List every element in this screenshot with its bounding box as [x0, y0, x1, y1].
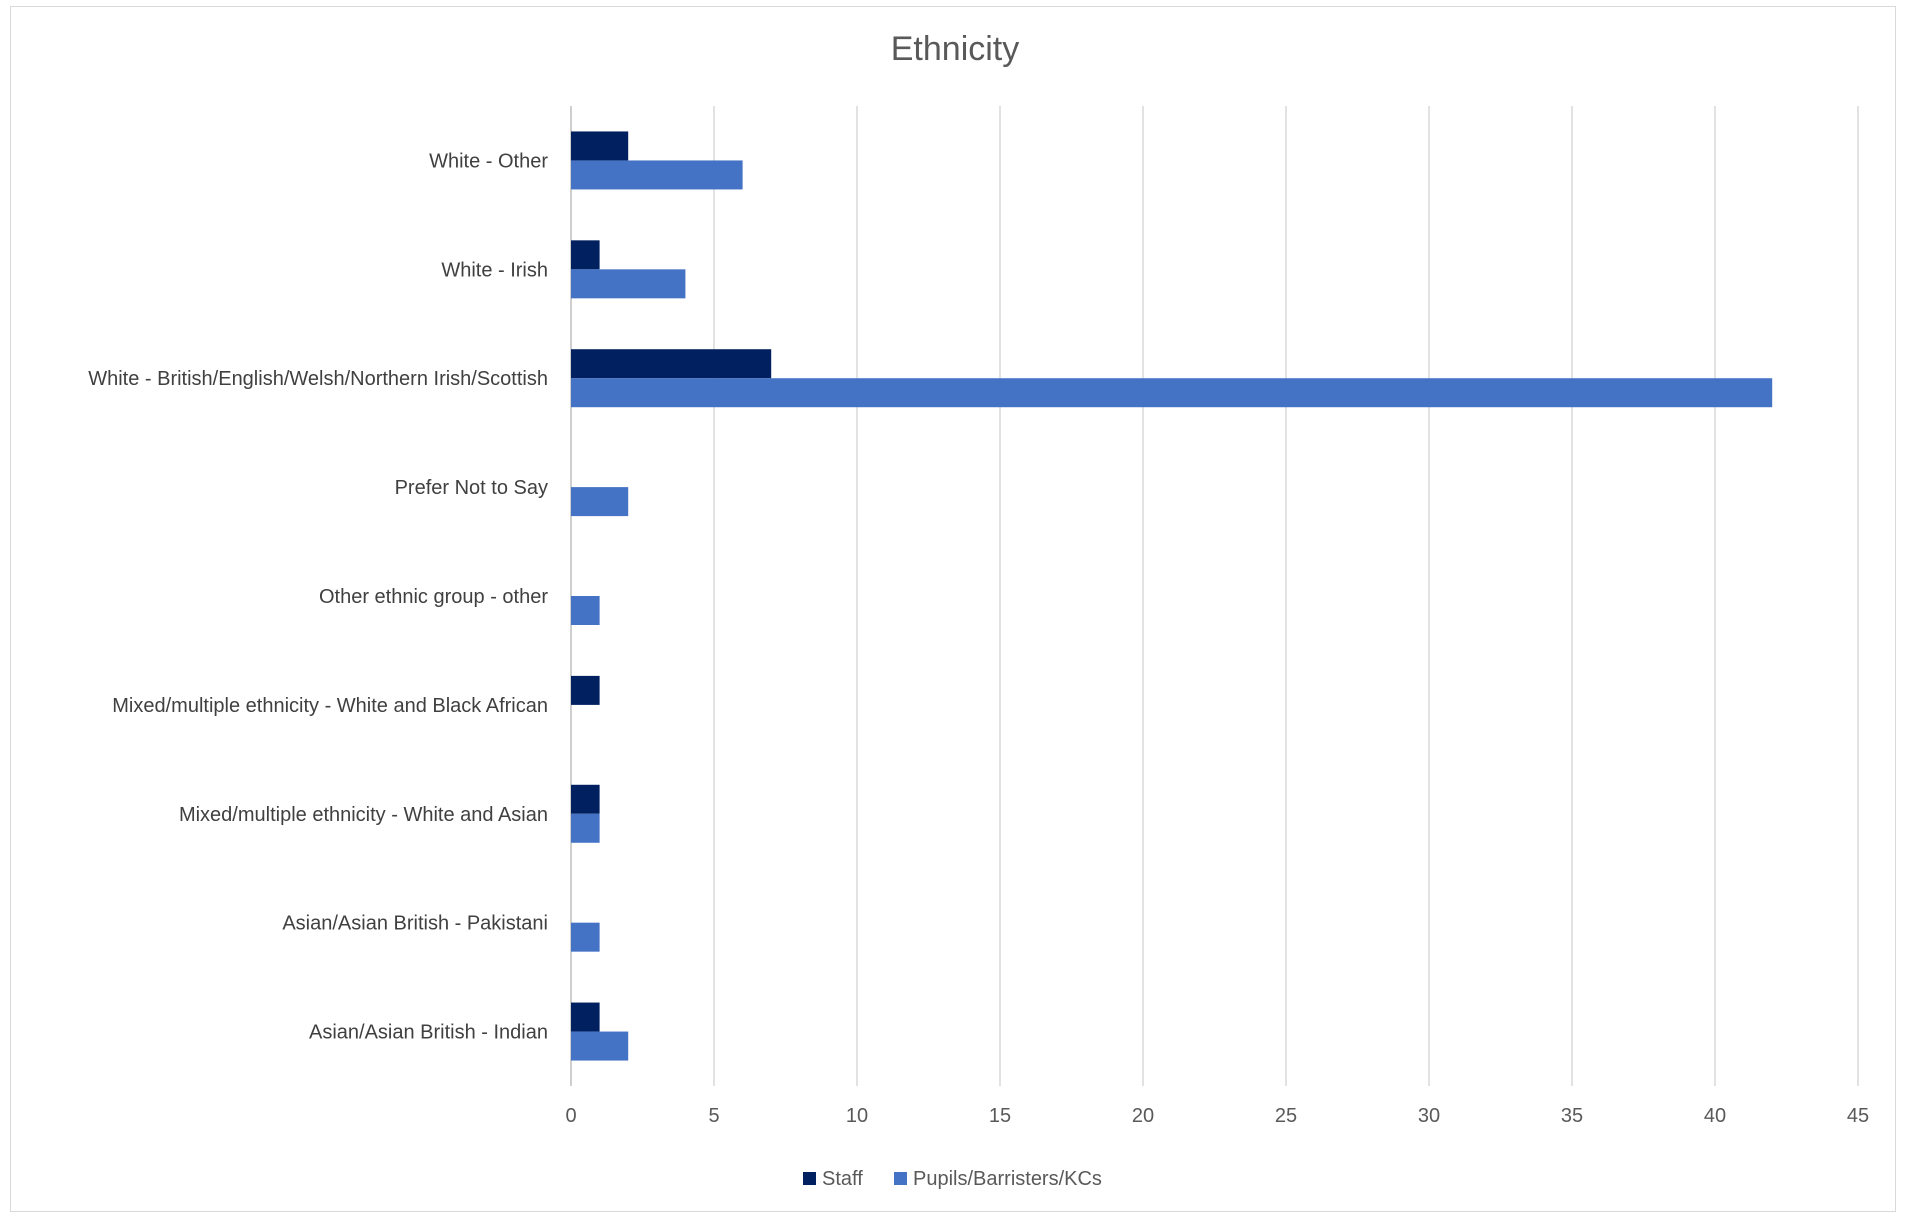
- bar-staff: [571, 1002, 600, 1032]
- x-tick-label: 0: [565, 1105, 576, 1127]
- bar-pupils: [571, 596, 600, 625]
- bar-pupils: [571, 922, 600, 952]
- legend-swatch: [894, 1172, 907, 1185]
- legend-swatch: [803, 1172, 816, 1185]
- category-label: White - Other: [429, 150, 548, 172]
- gridlines: [570, 106, 1859, 1086]
- chart-frame: [10, 6, 1896, 1212]
- bar-staff: [571, 240, 600, 270]
- bar-pupils: [571, 1031, 629, 1061]
- legend-label: Staff: [822, 1168, 863, 1190]
- category-label: Other ethnic group - other: [319, 586, 548, 608]
- category-label: White - British/English/Welsh/Northern I…: [88, 368, 548, 390]
- bar-staff: [571, 784, 600, 814]
- category-label: Mixed/multiple ethnicity - White and Asi…: [179, 804, 548, 826]
- category-label: Prefer Not to Say: [395, 477, 548, 499]
- bar-pupils: [571, 269, 686, 299]
- chart-title: Ethnicity: [891, 30, 1020, 68]
- bars: [571, 131, 1773, 1061]
- category-label: Asian/Asian British - Indian: [309, 1022, 548, 1044]
- bar-staff: [571, 131, 629, 161]
- category-label: Asian/Asian British - Pakistani: [282, 913, 548, 935]
- bar-staff: [571, 349, 772, 379]
- x-tick-label: 5: [708, 1105, 719, 1127]
- bar-pupils: [571, 813, 600, 843]
- x-tick-label: 45: [1847, 1105, 1869, 1127]
- bar-pupils: [571, 378, 1773, 408]
- x-tick-label: 20: [1132, 1105, 1154, 1127]
- bar-pupils: [571, 487, 629, 517]
- bar-staff: [571, 675, 600, 705]
- category-label: Mixed/multiple ethnicity - White and Bla…: [112, 695, 548, 717]
- legend: Staff Pupils/Barristers/KCs: [803, 1168, 1102, 1190]
- x-tick-label: 30: [1418, 1105, 1440, 1127]
- x-tick-label: 15: [989, 1105, 1011, 1127]
- category-label: White - Irish: [441, 259, 548, 281]
- category-labels: White - Other White - Irish White - Britis…: [88, 150, 548, 1043]
- legend-label: Pupils/Barristers/KCs: [913, 1168, 1102, 1190]
- bar-pupils: [571, 160, 743, 190]
- x-tick-label: 10: [846, 1105, 868, 1127]
- x-tick-label: 25: [1275, 1105, 1297, 1127]
- x-axis-ticks: 0 5 10 15 20 25 30 35 40 45: [565, 1105, 1869, 1127]
- x-tick-label: 40: [1704, 1105, 1726, 1127]
- x-tick-label: 35: [1561, 1105, 1583, 1127]
